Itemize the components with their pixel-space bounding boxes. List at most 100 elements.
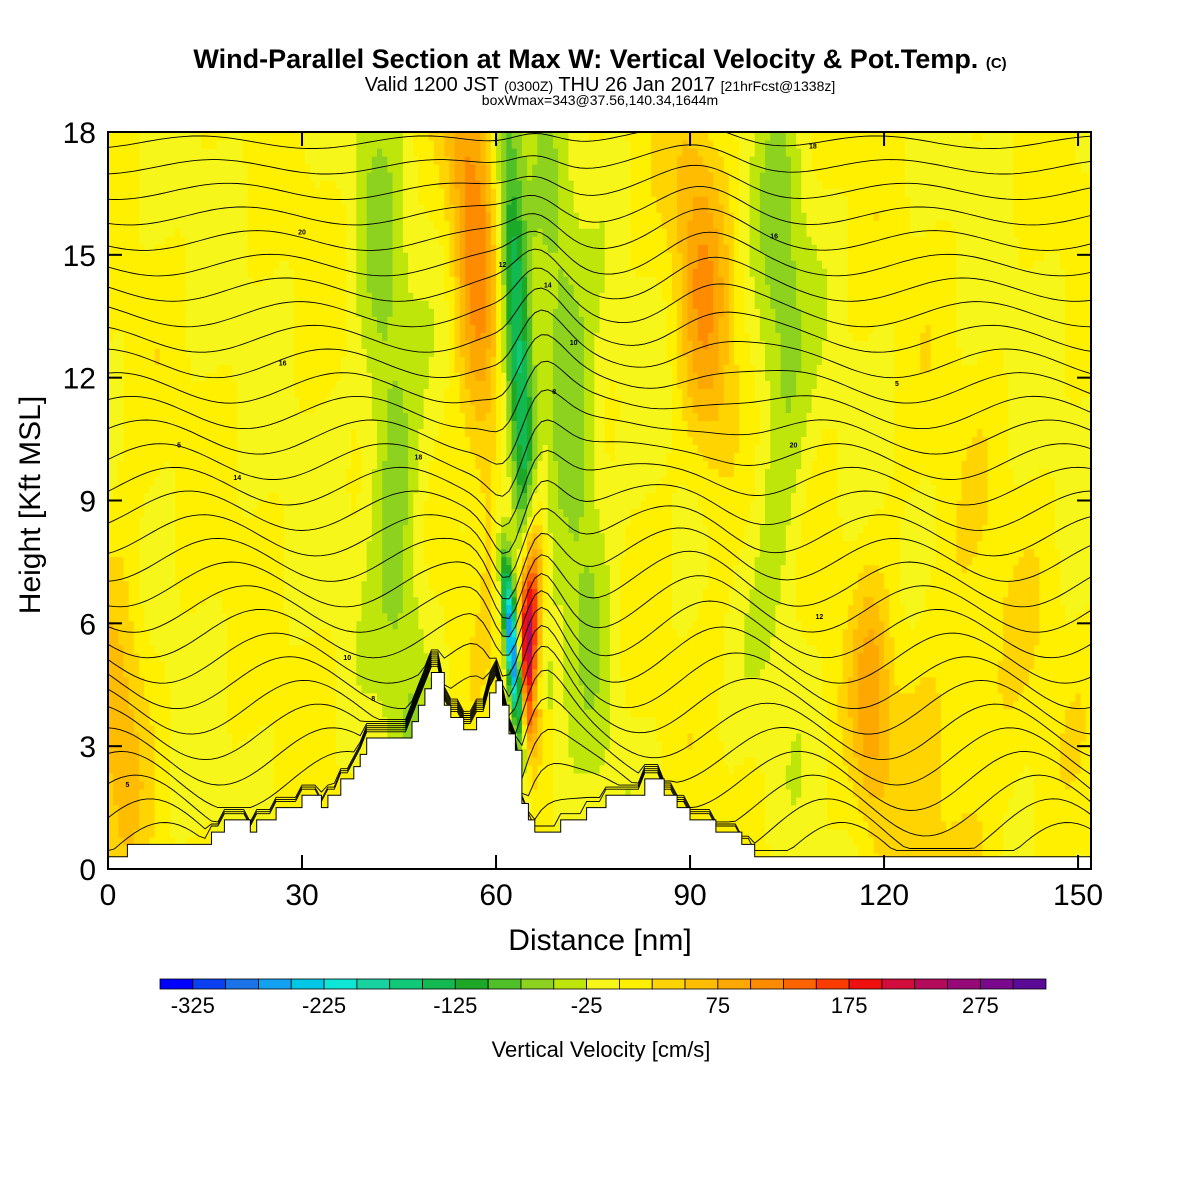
- velocity-cell: [123, 532, 130, 542]
- velocity-cell: [382, 140, 388, 149]
- velocity-cell: [118, 540, 125, 550]
- velocity-cell: [258, 388, 264, 397]
- velocity-cell: [123, 460, 130, 470]
- velocity-cell: [128, 364, 135, 373]
- velocity-cell: [206, 508, 213, 518]
- velocity-cell: [304, 356, 311, 365]
- velocity-cell: [294, 508, 301, 518]
- velocity-cell: [377, 196, 383, 205]
- velocity-cell: [226, 508, 233, 518]
- velocity-cell: [206, 148, 213, 157]
- velocity-cell: [221, 732, 228, 742]
- velocity-cell: [258, 468, 264, 478]
- velocity-cell: [278, 740, 285, 750]
- velocity-cell: [325, 252, 332, 261]
- velocity-cell: [164, 812, 171, 822]
- velocity-cell: [108, 444, 114, 454]
- velocity-cell: [283, 356, 290, 365]
- velocity-cell: [247, 748, 254, 758]
- velocity-cell: [123, 324, 130, 333]
- velocity-cell: [273, 428, 280, 438]
- velocity-cell: [278, 332, 285, 341]
- velocity-cell: [175, 708, 182, 718]
- velocity-cell: [201, 324, 207, 333]
- velocity-cell: [247, 300, 254, 309]
- velocity-cell: [325, 492, 332, 502]
- velocity-cell: [144, 268, 150, 277]
- velocity-cell: [216, 228, 223, 237]
- velocity-cell: [314, 580, 321, 590]
- velocity-cell: [154, 284, 161, 293]
- velocity-cell: [335, 196, 342, 205]
- velocity-cell: [195, 652, 202, 662]
- velocity-cell: [144, 548, 150, 558]
- velocity-cell: [263, 564, 269, 574]
- velocity-cell: [330, 244, 337, 253]
- velocity-cell: [377, 308, 383, 317]
- velocity-cell: [123, 748, 130, 758]
- velocity-cell: [201, 700, 207, 710]
- velocity-cell: [175, 212, 182, 221]
- velocity-cell: [118, 212, 125, 221]
- velocity-cell: [247, 708, 254, 718]
- velocity-cell: [232, 612, 238, 622]
- velocity-cell: [258, 428, 264, 438]
- velocity-cell: [154, 140, 161, 149]
- velocity-cell: [268, 204, 275, 213]
- velocity-cell: [113, 804, 119, 814]
- velocity-cell: [139, 772, 145, 782]
- velocity-cell: [289, 228, 295, 237]
- velocity-cell: [226, 540, 233, 550]
- velocity-cell: [123, 396, 130, 405]
- velocity-cell: [133, 588, 140, 598]
- velocity-cell: [128, 620, 135, 630]
- velocity-cell: [221, 540, 228, 550]
- velocity-cell: [361, 516, 368, 526]
- velocity-cell: [278, 420, 285, 429]
- velocity-cell: [314, 308, 321, 317]
- velocity-cell: [278, 668, 285, 678]
- velocity-cell: [211, 460, 218, 470]
- velocity-cell: [356, 668, 363, 678]
- velocity-cell: [201, 268, 207, 277]
- velocity-cell: [206, 676, 213, 686]
- velocity-cell: [149, 772, 156, 782]
- velocity-cell: [139, 628, 145, 638]
- velocity-cell: [351, 220, 357, 229]
- velocity-cell: [216, 764, 223, 774]
- velocity-cell: [195, 588, 202, 598]
- velocity-cell: [268, 756, 275, 766]
- velocity-cell: [278, 684, 285, 694]
- velocity-cell: [283, 212, 290, 221]
- velocity-cell: [237, 316, 244, 325]
- velocity-cell: [299, 260, 306, 269]
- velocity-cell: [309, 764, 316, 774]
- velocity-cell: [242, 300, 249, 309]
- velocity-cell: [195, 508, 202, 518]
- velocity-cell: [128, 308, 135, 317]
- velocity-cell: [268, 444, 275, 454]
- velocity-cell: [201, 204, 207, 213]
- velocity-cell: [273, 260, 280, 269]
- velocity-cell: [258, 244, 264, 253]
- velocity-cell: [159, 316, 166, 325]
- velocity-cell: [361, 484, 368, 494]
- velocity-cell: [278, 436, 285, 446]
- velocity-cell: [382, 292, 388, 301]
- velocity-cell: [154, 836, 161, 846]
- velocity-cell: [159, 532, 166, 542]
- velocity-cell: [320, 316, 326, 325]
- velocity-cell: [195, 284, 202, 293]
- velocity-cell: [185, 388, 192, 397]
- velocity-cell: [335, 716, 342, 726]
- velocity-cell: [252, 708, 259, 718]
- velocity-cell: [309, 404, 316, 413]
- velocity-cell: [252, 372, 259, 381]
- velocity-cell: [195, 172, 202, 181]
- velocity-cell: [164, 236, 171, 245]
- velocity-cell: [371, 636, 378, 646]
- velocity-cell: [335, 748, 342, 758]
- velocity-cell: [175, 140, 182, 149]
- velocity-cell: [314, 668, 321, 678]
- velocity-cell: [371, 532, 378, 542]
